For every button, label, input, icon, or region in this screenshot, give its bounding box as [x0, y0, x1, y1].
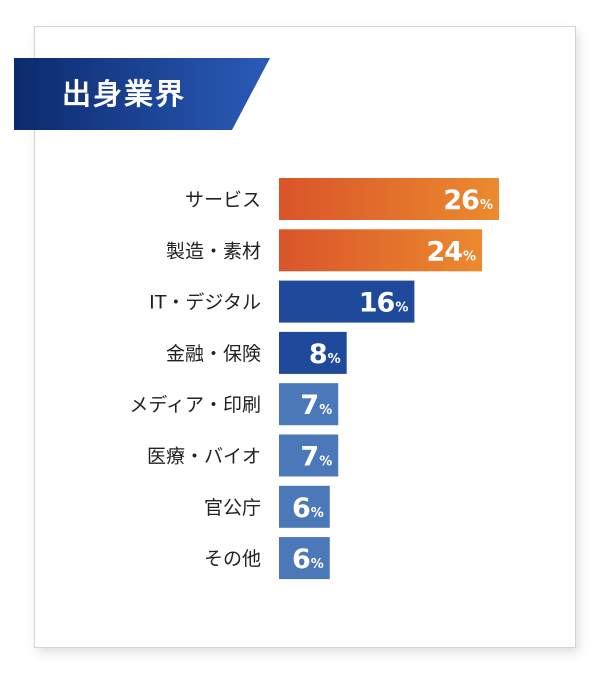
- bar-6: [279, 485, 330, 528]
- category-label: サービス: [185, 189, 261, 211]
- bar-2: [279, 280, 415, 323]
- bar-1: [279, 229, 483, 272]
- category-label: メディア・印刷: [129, 394, 261, 416]
- value-label: 7%: [300, 390, 332, 421]
- category-label: 金融・保険: [166, 343, 261, 365]
- bar-3: [279, 331, 347, 374]
- category-label: その他: [204, 548, 261, 570]
- bar-7: [279, 537, 330, 580]
- title-banner-shape: [14, 58, 270, 130]
- category-label: IT・デジタル: [149, 292, 261, 314]
- category-label: 製造・素材: [166, 240, 261, 262]
- bar-5: [279, 434, 339, 477]
- value-label: 24%: [426, 236, 476, 267]
- value-label: 6%: [292, 544, 324, 575]
- value-label: 6%: [292, 493, 324, 524]
- chart-title: 出身業界: [62, 77, 187, 111]
- value-label: 8%: [309, 339, 341, 370]
- value-label: 16%: [359, 288, 409, 319]
- value-label: 7%: [300, 442, 332, 473]
- value-label: 26%: [443, 185, 493, 216]
- category-label: 医療・バイオ: [147, 446, 261, 468]
- title-banner: 出身業界: [14, 58, 274, 130]
- bar-0: [279, 178, 499, 220]
- category-label: 官公庁: [204, 497, 261, 519]
- bar-4: [279, 383, 339, 426]
